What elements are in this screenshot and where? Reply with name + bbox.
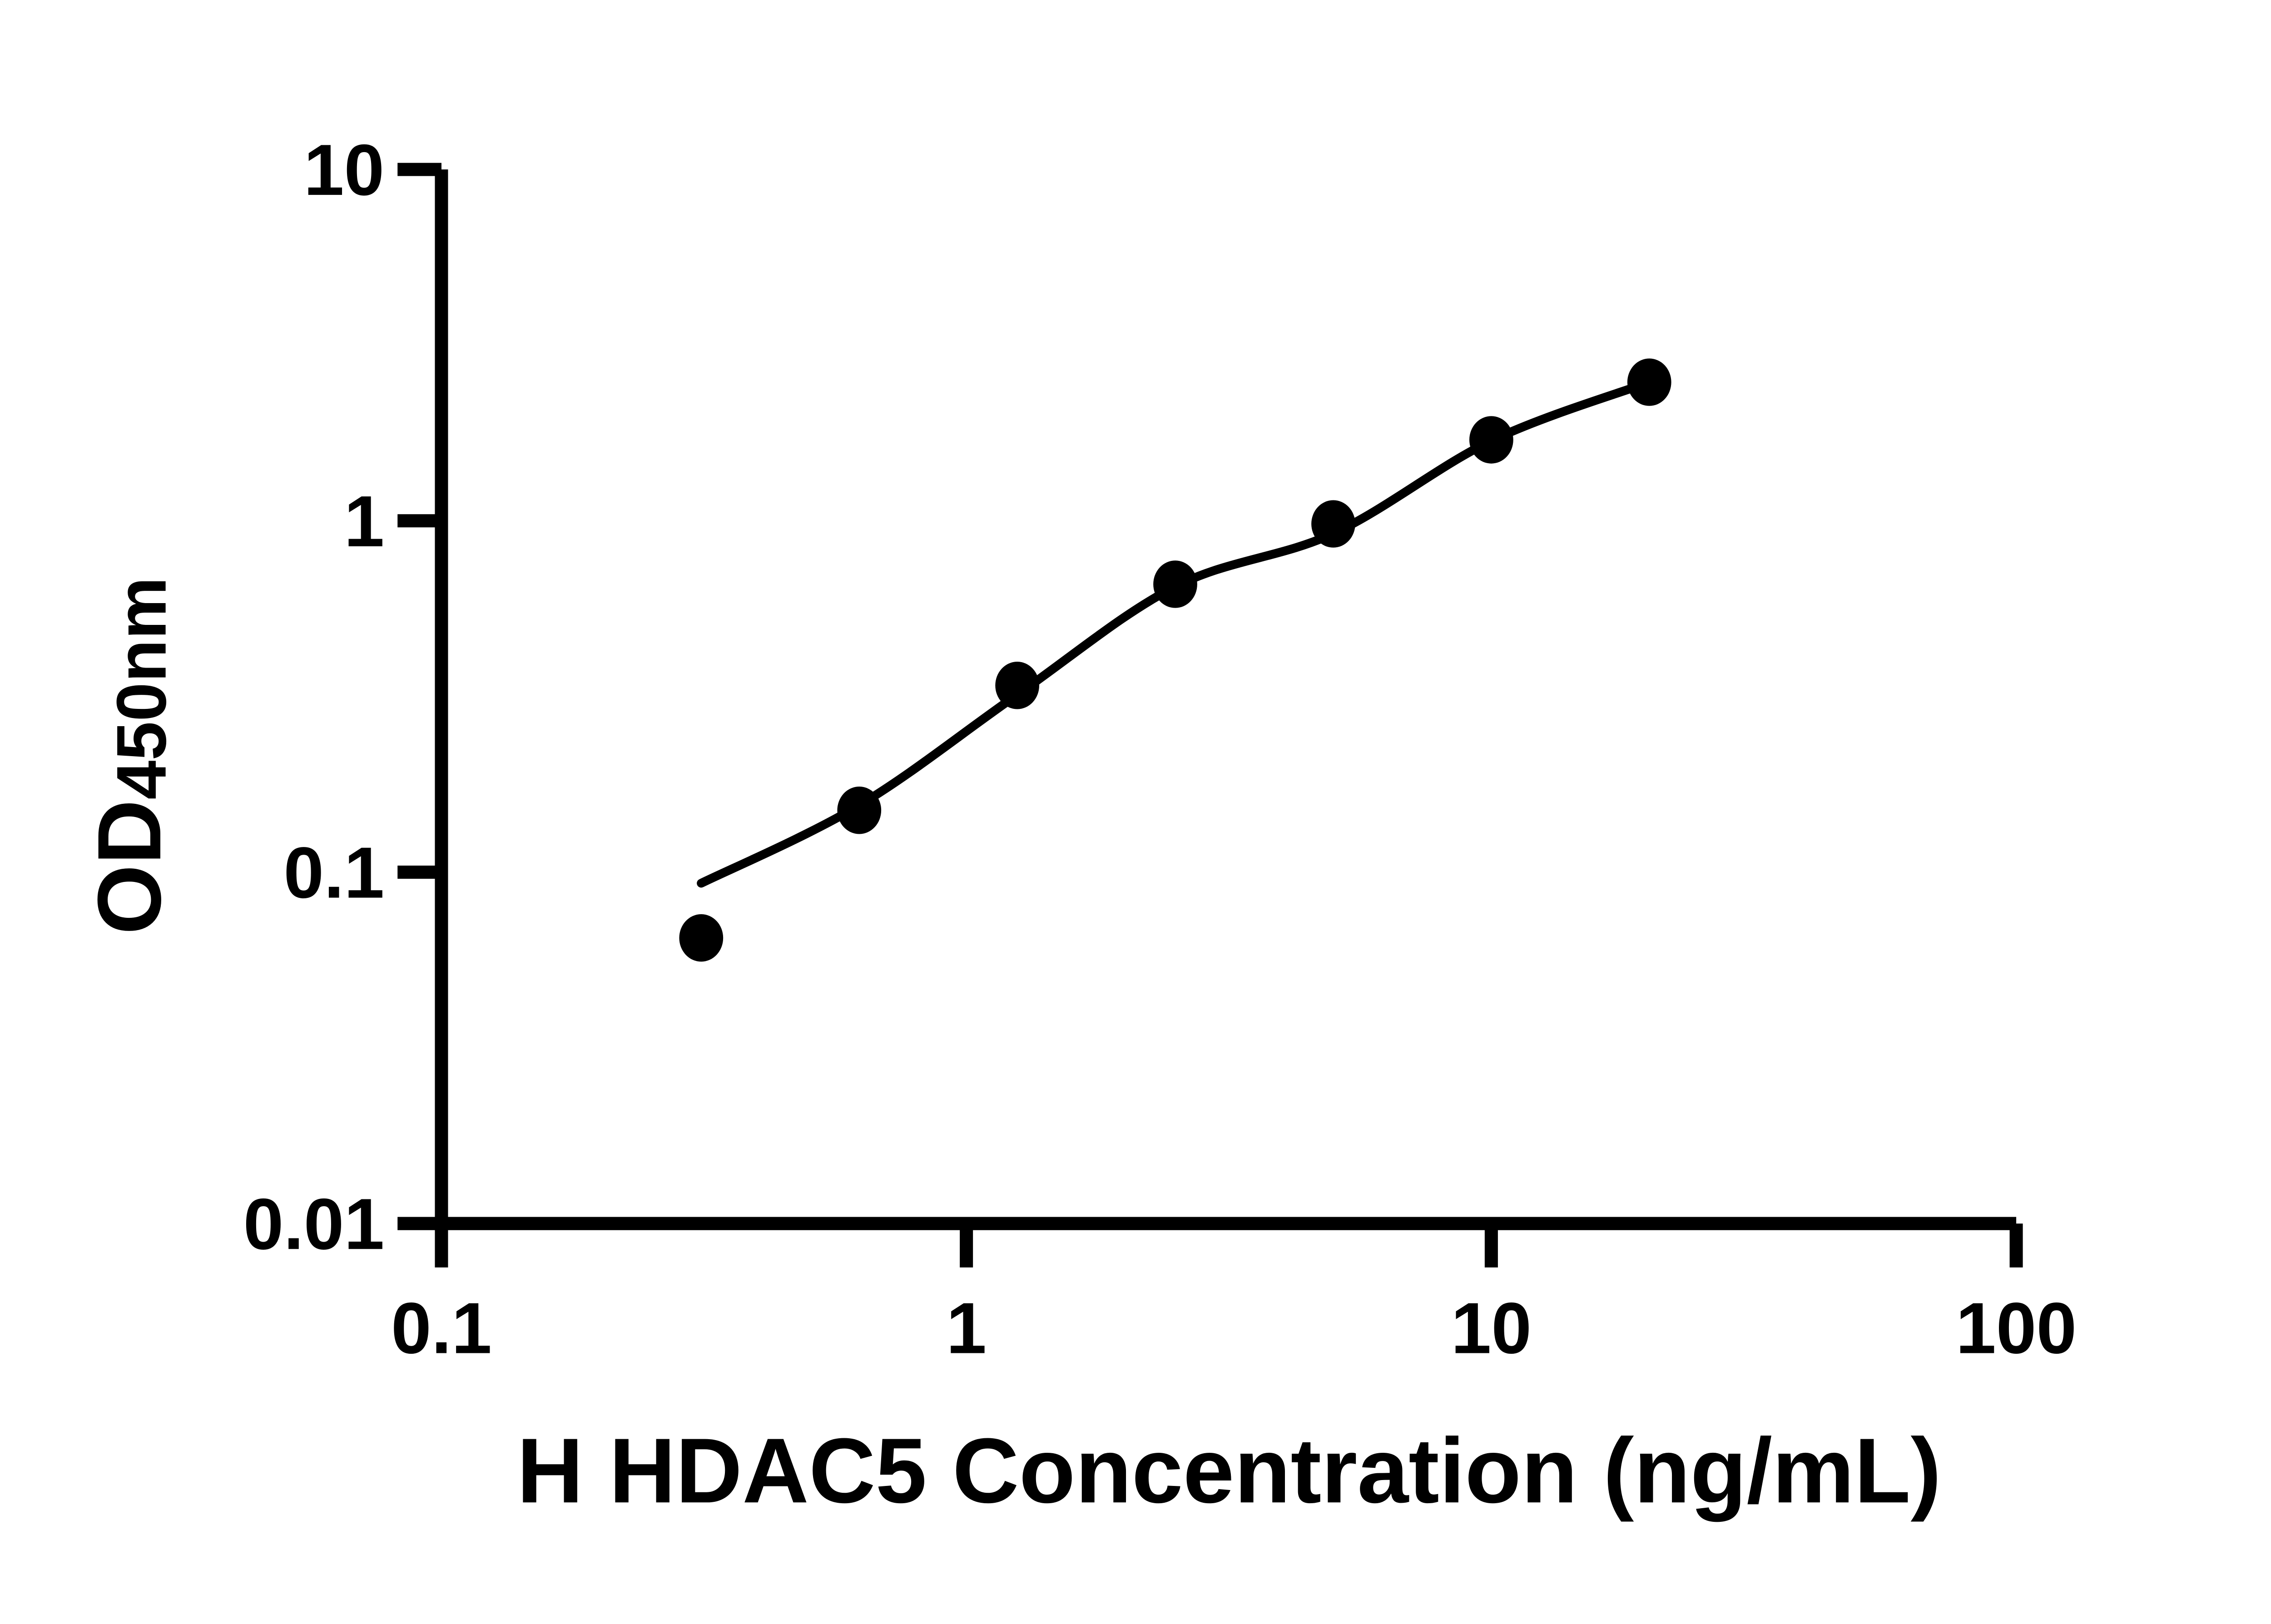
data-point bbox=[679, 914, 724, 962]
tick-marks bbox=[397, 163, 2023, 1268]
data-point bbox=[1153, 560, 1197, 608]
data-point bbox=[837, 787, 882, 834]
data-point bbox=[995, 662, 1040, 709]
x-axis-title: H HDAC5 Concentration (ng/mL) bbox=[517, 1419, 1941, 1522]
x-tick-label: 0.1 bbox=[391, 1287, 492, 1368]
axes bbox=[435, 169, 2017, 1230]
y-axis-title-sub: 450nm bbox=[102, 577, 181, 799]
x-tick-label: 100 bbox=[1956, 1287, 2077, 1368]
y-tick-label: 10 bbox=[304, 129, 384, 210]
data-point bbox=[1627, 358, 1671, 406]
y-tick-label: 0.01 bbox=[243, 1183, 385, 1264]
x-tick-label: 1 bbox=[946, 1287, 987, 1368]
x-tick-label: 10 bbox=[1451, 1287, 1532, 1368]
axis-frame bbox=[435, 169, 2017, 1230]
y-tick-label: 1 bbox=[344, 481, 384, 562]
y-tick-label: 0.1 bbox=[283, 832, 384, 913]
data-point bbox=[1469, 416, 1513, 464]
data-points bbox=[679, 358, 1671, 962]
y-axis-title: OD450nm bbox=[79, 577, 181, 935]
data-point bbox=[1311, 500, 1355, 548]
y-axis-title-main: OD bbox=[79, 800, 180, 935]
